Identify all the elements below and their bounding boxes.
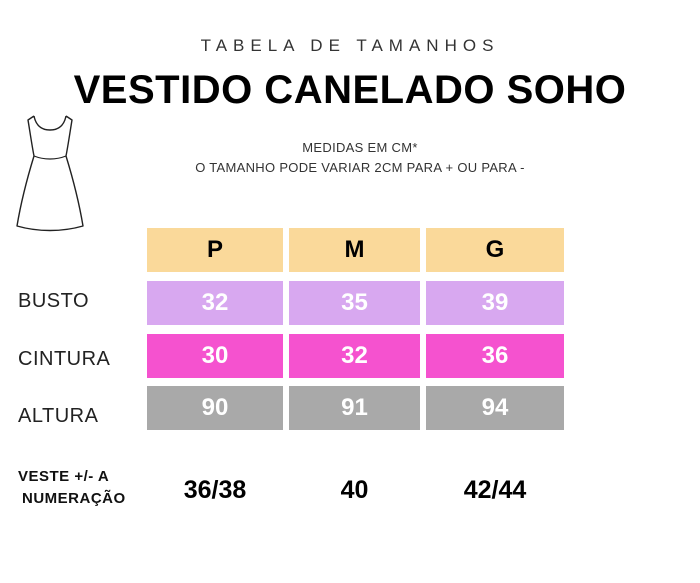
altura-p-value: 90 (147, 386, 283, 430)
dress-icon (16, 115, 84, 232)
row-label-cintura: CINTURA (18, 348, 111, 370)
cintura-p-value: 30 (147, 334, 283, 378)
busto-m-value: 35 (289, 281, 420, 325)
size-header-m: M (289, 228, 420, 272)
row-label-altura: ALTURA (18, 405, 99, 427)
size-header-p: P (147, 228, 283, 272)
equivalence-label-line2: NUMERAÇÃO (22, 490, 126, 507)
size-header-g: G (426, 228, 564, 272)
notes-variation: O TAMANHO PODE VARIAR 2CM PARA + OU PARA… (195, 160, 525, 175)
page-title: VESTIDO CANELADO SOHO (73, 68, 627, 112)
equivalence-label-line1: VESTE +/- A (18, 468, 110, 485)
equivalence-label: VESTE +/- A NUMERAÇÃO (18, 466, 126, 510)
table-subtitle: TABELA DE TAMANHOS (200, 36, 500, 55)
busto-g-value: 39 (426, 281, 564, 325)
equivalence-p-value: 36/38 (183, 476, 247, 504)
notes-unit: MEDIDAS EM CM* (302, 140, 418, 155)
busto-p-value: 32 (147, 281, 283, 325)
cintura-m-value: 32 (289, 334, 420, 378)
altura-g-value: 94 (426, 386, 564, 430)
equivalence-m-value: 40 (340, 476, 369, 504)
altura-m-value: 91 (289, 386, 420, 430)
measurement-notes: MEDIDAS EM CM* O TAMANHO PODE VARIAR 2CM… (160, 138, 560, 178)
equivalence-g-value: 42/44 (463, 476, 527, 504)
row-label-busto: BUSTO (18, 290, 90, 312)
cintura-g-value: 36 (426, 334, 564, 378)
